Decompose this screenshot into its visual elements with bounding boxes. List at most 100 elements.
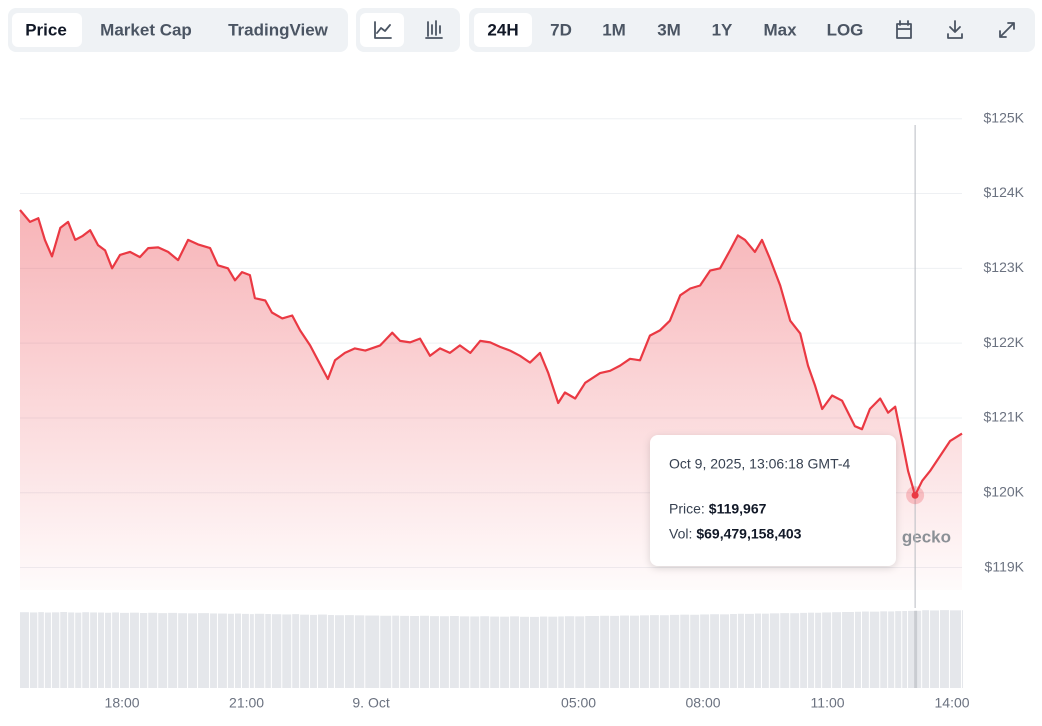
view-tab[interactable]: Price bbox=[12, 13, 82, 47]
y-tick-label: $120K bbox=[984, 483, 1025, 499]
range-tab[interactable]: 1M bbox=[602, 20, 626, 39]
volume-bar bbox=[888, 611, 895, 688]
x-tick-label: 18:00 bbox=[105, 695, 140, 711]
view-tab[interactable]: TradingView bbox=[228, 20, 329, 39]
volume-bar bbox=[564, 616, 575, 688]
volume-bar bbox=[710, 614, 720, 688]
volume-bar bbox=[210, 613, 217, 688]
volume-bar bbox=[539, 616, 548, 688]
volume-bar bbox=[869, 611, 880, 688]
volume-bar bbox=[38, 612, 44, 688]
y-tick-label: $119K bbox=[985, 558, 1025, 574]
x-tick-label: 14:00 bbox=[935, 695, 970, 711]
calendar-icon bbox=[896, 20, 912, 39]
volume-bar bbox=[690, 614, 700, 688]
range-tab[interactable]: 1Y bbox=[712, 20, 733, 39]
volume-bar bbox=[922, 610, 930, 688]
tooltip-field-name: Price: bbox=[669, 501, 705, 517]
fullscreen-button[interactable] bbox=[999, 22, 1015, 38]
range-tab[interactable]: 7D bbox=[550, 20, 572, 39]
tab-label: 24H bbox=[487, 20, 518, 39]
volume-bar bbox=[334, 615, 344, 688]
volume-bar bbox=[639, 615, 649, 688]
calendar-button[interactable] bbox=[896, 20, 912, 39]
volume-bar bbox=[44, 612, 51, 688]
volume-bar bbox=[480, 616, 490, 688]
range-tab[interactable]: 24H bbox=[474, 13, 532, 47]
range-tab[interactable]: 3M bbox=[657, 20, 681, 39]
volume-bar-highlight bbox=[914, 610, 918, 688]
volume-bar bbox=[254, 613, 265, 688]
tab-label: 3M bbox=[657, 20, 681, 39]
volume-bar bbox=[68, 612, 75, 688]
volume-bar bbox=[271, 614, 282, 688]
download-button[interactable] bbox=[947, 20, 963, 39]
volume-bar bbox=[82, 612, 90, 688]
x-tick-label: 9. Oct bbox=[352, 695, 389, 711]
volume-bar bbox=[808, 612, 815, 688]
tooltip-field-value: $119,967 bbox=[709, 501, 767, 517]
candle-icon bbox=[425, 20, 443, 39]
tab-label: Price bbox=[25, 20, 67, 39]
volume-bar bbox=[344, 615, 354, 688]
x-tick-label: 08:00 bbox=[686, 695, 721, 711]
volume-bar bbox=[234, 613, 242, 688]
volume-bar bbox=[949, 610, 961, 688]
volume-bar bbox=[168, 612, 178, 688]
tab-label: 7D bbox=[550, 20, 572, 39]
tab-label: LOG bbox=[827, 20, 864, 39]
view-tab-group bbox=[8, 8, 348, 52]
volume-bar bbox=[178, 613, 188, 688]
range-tab[interactable]: LOG bbox=[827, 20, 864, 39]
volume-bar bbox=[90, 612, 98, 688]
volume-bar bbox=[300, 614, 310, 688]
x-tick-label: 21:00 bbox=[229, 695, 264, 711]
volume-bar bbox=[310, 614, 317, 688]
line-chart-button[interactable] bbox=[360, 13, 404, 47]
volume-bar bbox=[800, 612, 808, 688]
volume-bar bbox=[148, 612, 158, 688]
volume-bar bbox=[188, 613, 198, 688]
volume-bar bbox=[842, 612, 854, 688]
volume-bar bbox=[265, 614, 271, 688]
candle-chart-button[interactable] bbox=[425, 20, 443, 39]
range-tab[interactable]: Max bbox=[763, 20, 797, 39]
volume-bar bbox=[832, 612, 842, 688]
volume-bar bbox=[420, 615, 429, 688]
volume-bar bbox=[962, 610, 963, 688]
tab-label: TradingView bbox=[228, 20, 329, 39]
volume-bar bbox=[659, 615, 669, 688]
volume-bar bbox=[198, 613, 210, 688]
volume-bar bbox=[630, 615, 639, 688]
volume-bar bbox=[227, 613, 234, 688]
volume-bar bbox=[120, 612, 129, 688]
volume-bar bbox=[575, 616, 585, 688]
volume-bar bbox=[510, 616, 520, 688]
price-line bbox=[19, 209, 963, 497]
volume-bar bbox=[292, 614, 300, 688]
volume-bar bbox=[98, 612, 105, 688]
volume-bar bbox=[112, 612, 120, 688]
volume-bar bbox=[470, 616, 480, 688]
volume-bar bbox=[861, 611, 869, 688]
volume-bar bbox=[790, 613, 800, 688]
hover-point bbox=[911, 491, 919, 499]
volume-bar bbox=[327, 615, 334, 688]
active-background bbox=[12, 13, 82, 47]
volume-bar bbox=[902, 611, 908, 688]
volume-bar bbox=[780, 613, 790, 688]
volume-bar bbox=[769, 613, 780, 688]
tab-label: Max bbox=[763, 20, 797, 39]
tooltip-field-value: $69,479,158,403 bbox=[696, 526, 801, 542]
watermark: gecko bbox=[902, 527, 951, 546]
volume-bar bbox=[439, 616, 449, 688]
view-tab[interactable]: Market Cap bbox=[100, 20, 192, 39]
volume-bar bbox=[815, 612, 822, 688]
volume-bar bbox=[354, 615, 365, 688]
plot-area: $119K $120K $121K $122K $123K $124K $125K 18:00… bbox=[19, 109, 1025, 711]
volume-bar bbox=[380, 615, 392, 688]
volume-bar bbox=[548, 616, 558, 688]
active-background bbox=[360, 13, 404, 47]
volume-bar bbox=[400, 615, 410, 688]
